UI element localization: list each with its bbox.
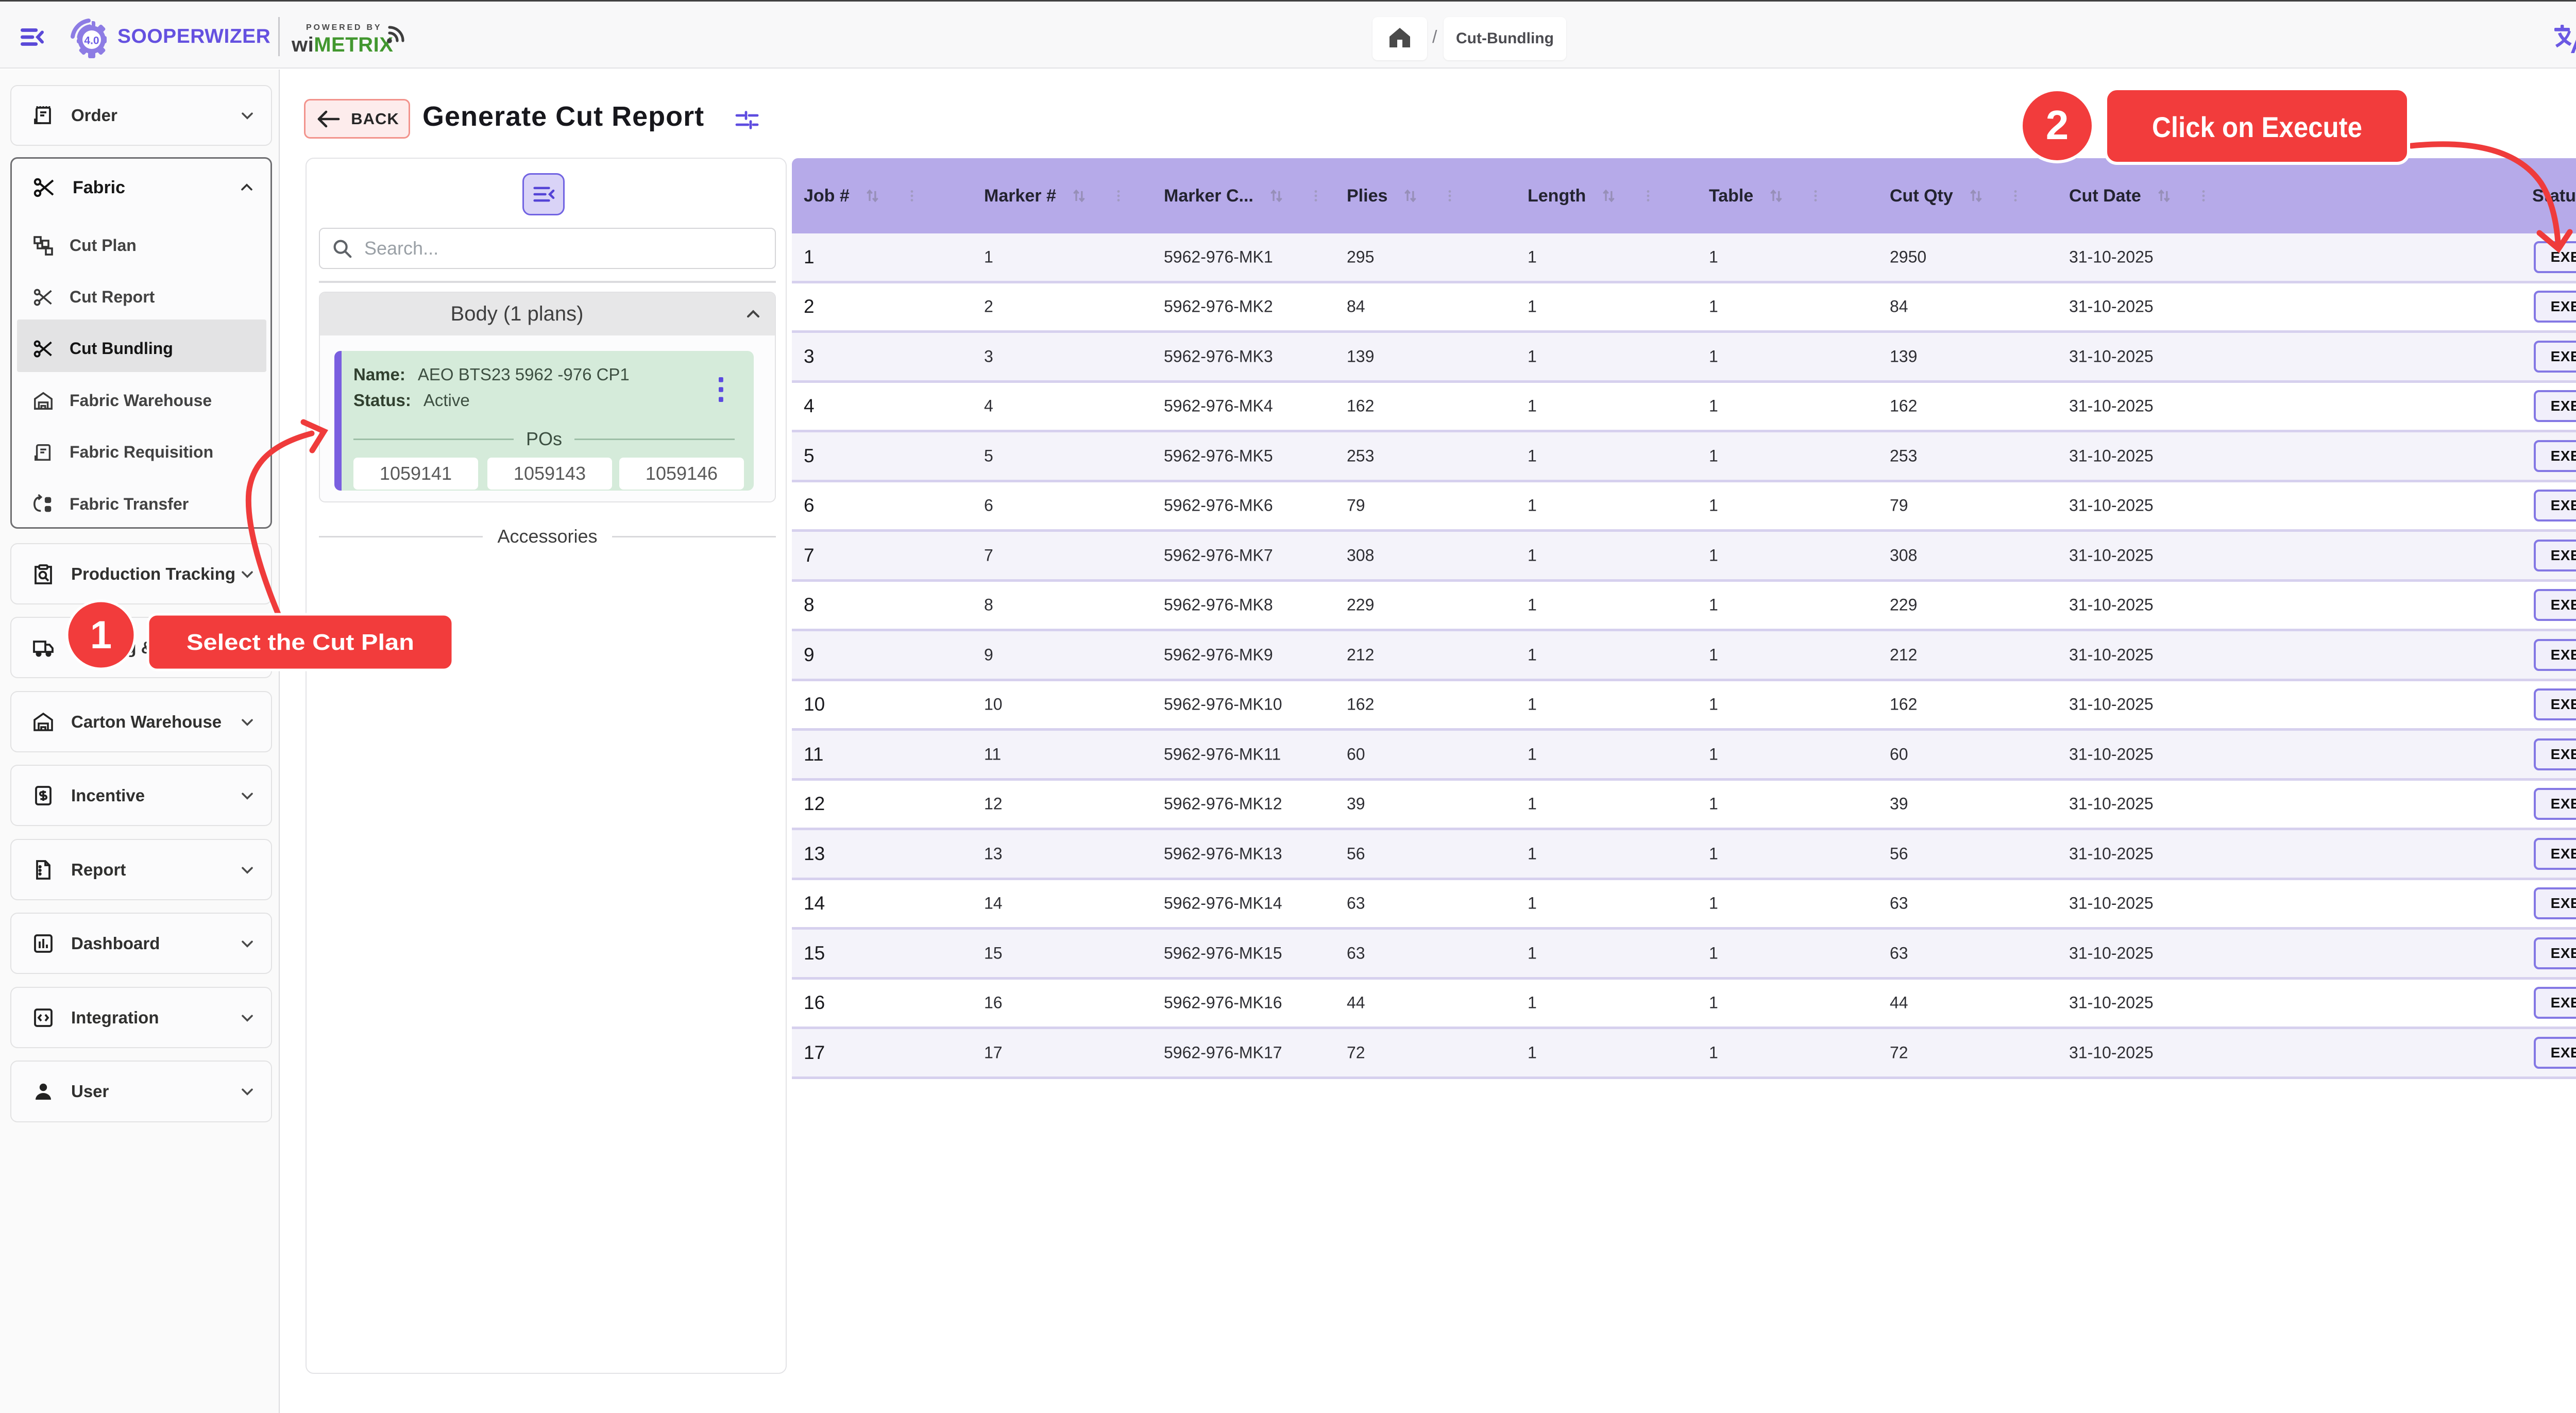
svg-text:4.0: 4.0	[84, 35, 99, 47]
